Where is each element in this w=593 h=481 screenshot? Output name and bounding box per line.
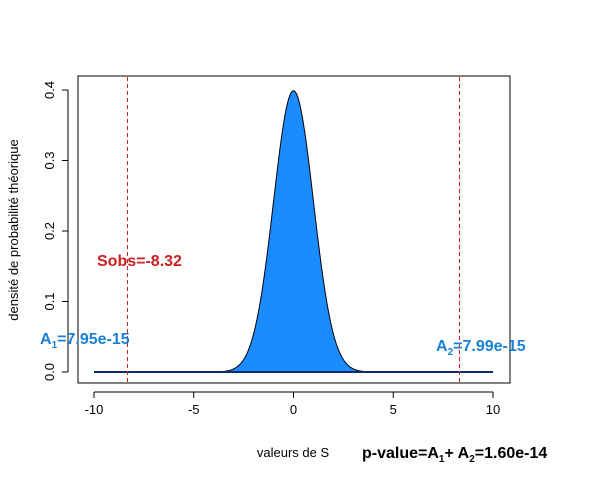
y-tick-label: 0.0 [42, 363, 57, 381]
a2-sub: 2 [448, 347, 454, 358]
x-axis: -10 -5 0 5 10 [85, 391, 500, 417]
a1-main: A [40, 331, 52, 348]
y-tick-label: 0.2 [42, 222, 57, 240]
pvalue-annotation: p-value=A1+ A2=1.60e-14 [362, 445, 547, 465]
sobs-annotation: Sobs=-8.32 [97, 253, 182, 270]
x-axis-title: valeurs de S [257, 445, 330, 460]
y-axis: 0.0 0.1 0.2 0.3 0.4 [42, 81, 69, 381]
y-tick-label: 0.4 [42, 81, 57, 99]
a2-annotation: A2=7.99e-15 [436, 338, 526, 358]
pvalue-prefix: p-value=A [362, 445, 439, 462]
x-tick-label: 0 [290, 402, 297, 417]
x-tick-label: 10 [486, 402, 500, 417]
x-tick-label: -10 [85, 402, 104, 417]
a2-main: A [436, 338, 448, 355]
y-tick-label: 0.1 [42, 292, 57, 310]
a1-annotation: A1=7.95e-15 [40, 331, 130, 351]
pvalue-mid: + A [444, 445, 469, 462]
pvalue-sub2: 2 [469, 454, 475, 465]
plot-frame [77, 75, 511, 384]
a2-value: =7.99e-15 [453, 338, 526, 355]
pvalue-sub1: 1 [439, 454, 445, 465]
x-tick-label: -5 [188, 402, 200, 417]
y-tick-label: 0.3 [42, 151, 57, 169]
a1-value: =7.95e-15 [57, 331, 130, 348]
pvalue-value: =1.60e-14 [475, 445, 548, 462]
y-axis-title: densité de probabilité théorique [6, 139, 21, 320]
x-tick-label: 5 [390, 402, 397, 417]
density-area [94, 90, 493, 373]
a1-sub: 1 [52, 340, 58, 351]
